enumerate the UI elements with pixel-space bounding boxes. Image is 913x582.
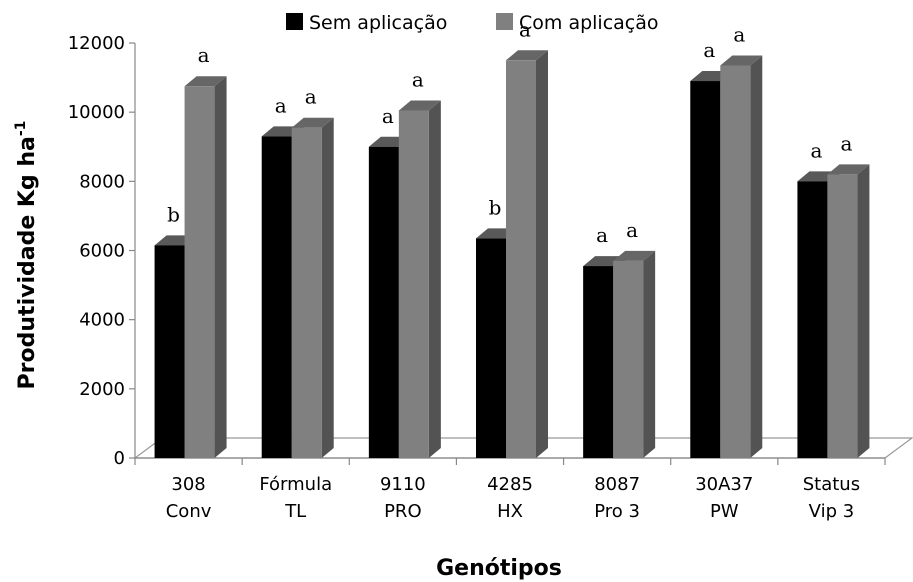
significance-label: a [305,85,317,109]
bar-front [720,65,751,459]
legend-swatch-sem-aplicacao [286,13,303,30]
y-axis-title-main: Produtividade Kg ha [15,136,40,389]
bar-top [613,250,656,261]
bar-side [214,76,227,459]
bar-top [398,100,441,111]
bar-front [690,81,721,459]
bar-side [643,250,656,458]
bar-com-aplicacao [184,76,227,459]
bar-front [291,127,322,459]
bar-front [398,110,429,458]
significance-label: a [198,43,210,67]
bar-front [154,245,185,458]
significance-label: a [275,93,287,117]
y-tick-label: 8000 [79,171,125,192]
x-axis-title: Genótipos [436,556,562,581]
bar-front [261,136,292,458]
y-tick-label: 12000 [68,33,125,54]
category-label: Status [803,474,860,495]
bar-front [476,238,506,458]
bar-front [583,266,614,458]
bar-com-aplicacao [827,164,870,458]
bar-front [827,174,858,458]
category-label: HX [497,501,523,522]
legend-swatch-com-aplicacao [496,13,513,30]
category-label: 308 [171,474,205,495]
bar-side [536,50,548,459]
category-label: 30A37 [695,474,753,495]
bar-side [321,117,334,459]
y-axis-title: Produtividade Kg ha-1 [13,121,40,390]
y-tick-labels: 0 2000 4000 6000 8000 10000 12000 [68,33,125,469]
bar-com-aplicacao [398,100,441,458]
bar-side [750,55,763,459]
bar-top [291,117,334,128]
significance-label: a [626,218,638,242]
category-label: 9110 [380,474,426,495]
bar-side [428,100,441,458]
significance-label: a [412,67,424,91]
significance-label: a [519,17,531,41]
y-tick-label: 6000 [79,241,125,262]
y-tick-label: 2000 [79,379,125,400]
bar-com-aplicacao [720,55,763,459]
category-label: PRO [384,501,422,522]
significance-label: a [840,131,852,155]
significance-label: a [596,223,608,247]
legend: Sem aplicação Com aplicação [286,12,659,34]
category-label: 8087 [594,474,640,495]
significance-label: a [703,38,715,62]
significance-label: b [489,195,502,219]
category-label: Fórmula [259,474,332,495]
significance-label: a [810,138,822,162]
bar-top [827,164,870,175]
y-tick-label: 4000 [79,310,125,331]
bar-front [184,86,215,459]
bar-front [368,146,399,458]
significance-label: b [167,202,180,226]
y-axis-title-superscript: -1 [13,121,29,137]
category-labels: 308 Conv Fórmula TL 9110 PRO 4285 HX 8087 Pro 3 30… [166,474,860,522]
bar-front [613,260,644,458]
legend-label-com-aplicacao: Com aplicação [519,12,659,34]
bar-com-aplicacao [613,250,656,458]
category-label: Vip 3 [809,501,855,522]
bar-side [857,164,870,458]
chart-bars [154,50,870,459]
category-label: 4285 [487,474,533,495]
y-tick-label: 0 [114,448,125,469]
bar-com-aplicacao [291,117,334,459]
category-label: TL [284,501,306,522]
bar-front [506,60,536,459]
bar-top [506,50,548,61]
bar-front [797,181,828,459]
bar-top [720,55,763,66]
bar-top [184,76,227,87]
category-label: Conv [166,501,212,522]
category-label: PW [710,501,739,522]
bar-com-aplicacao [506,50,548,459]
significance-label: a [382,104,394,128]
legend-label-sem-aplicacao: Sem aplicação [309,12,447,34]
significance-label: a [733,22,745,46]
category-label: Pro 3 [594,501,640,522]
y-tick-label: 10000 [68,102,125,123]
